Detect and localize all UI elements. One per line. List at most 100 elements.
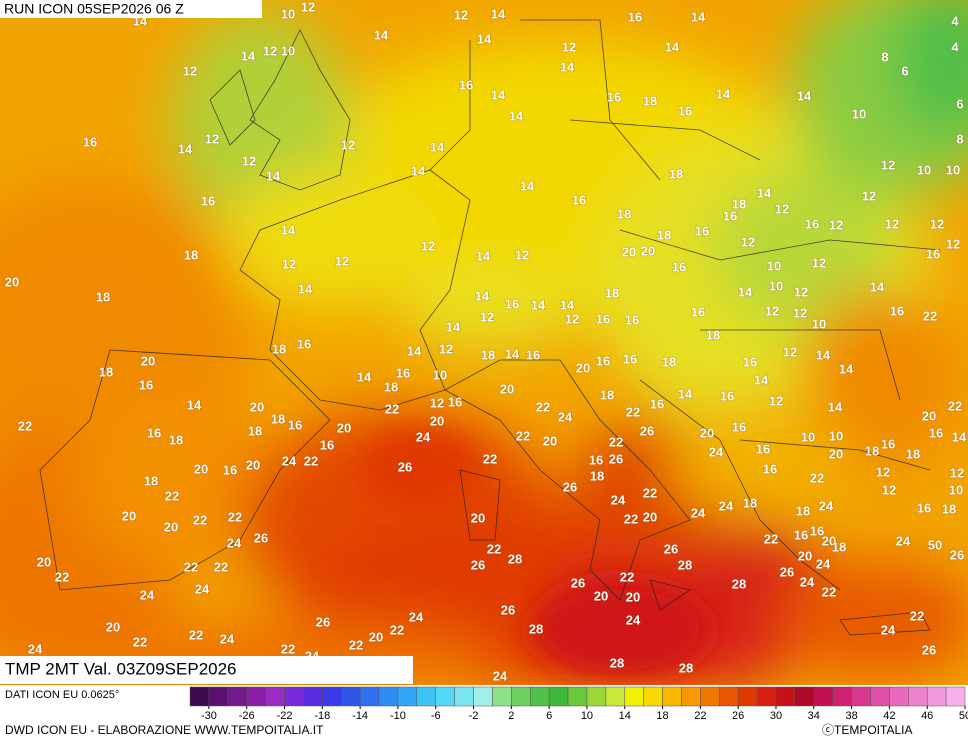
temperature-label: 16	[881, 436, 895, 451]
temperature-label: 16	[732, 419, 746, 434]
temperature-label: 10	[852, 106, 866, 121]
colorbar-tick-label: 38	[845, 710, 857, 722]
temperature-label: 16	[672, 259, 686, 274]
temperature-label: 14	[678, 386, 693, 401]
colorbar-cell	[208, 686, 229, 707]
temperature-label: 14	[757, 185, 772, 200]
temperature-label: 20	[643, 509, 657, 524]
temperature-label: 16	[720, 388, 734, 403]
temperature-label: 14	[520, 178, 535, 193]
temperature-label: 8	[956, 131, 963, 146]
temperature-label: 24	[140, 587, 155, 602]
temperature-label: 16	[526, 347, 540, 362]
temperature-label: 24	[800, 574, 815, 589]
temperature-label: 18	[796, 503, 810, 518]
temperature-label: 22	[536, 399, 550, 414]
temperature-label: 14	[870, 279, 885, 294]
temperature-label: 14	[357, 369, 372, 384]
temperature-label: 18	[248, 423, 262, 438]
temperature-label: 16	[805, 216, 819, 231]
temperature-label: 16	[756, 441, 770, 456]
temperature-label: 16	[396, 365, 410, 380]
colorbar-tick-label: -26	[239, 710, 255, 722]
colorbar-cell	[435, 686, 455, 707]
temperature-label: 28	[732, 576, 746, 591]
temperature-label: 12	[454, 7, 468, 22]
temperature-label: 12	[430, 395, 444, 410]
temperature-label: 22	[923, 308, 937, 323]
colorbar-tick-label: 30	[770, 710, 782, 722]
temperature-label: 26	[640, 423, 654, 438]
temperature-label: 16	[890, 303, 904, 318]
temperature-label: 10	[949, 482, 963, 497]
colorbar-cell	[832, 686, 852, 707]
temperature-label: 12	[205, 131, 219, 146]
temperature-label: 20	[922, 408, 936, 423]
colorbar-cell	[624, 686, 644, 707]
temperature-label: 22	[184, 559, 198, 574]
temperature-label: 14	[754, 372, 769, 387]
temperature-label: 10	[812, 316, 826, 331]
colorbar-cell	[945, 686, 966, 707]
temperature-label: 16	[596, 311, 610, 326]
colorbar-cell	[794, 686, 815, 707]
temperature-label: 24	[691, 505, 706, 520]
colorbar-tick-label: -14	[352, 710, 368, 722]
temperature-label: 26	[609, 451, 623, 466]
temperature-label: 18	[600, 387, 614, 402]
colorbar-cell	[265, 686, 285, 707]
temperature-label: 20	[641, 243, 655, 258]
colorbar-tick-label: 34	[808, 710, 820, 722]
temperature-label: 18	[662, 354, 676, 369]
colorbar-cell	[662, 686, 682, 707]
temperature-label: 16	[623, 351, 637, 366]
colorbar-tick-label: 26	[732, 710, 744, 722]
temperature-label: 22	[810, 470, 824, 485]
temperature-label: 12	[335, 253, 349, 268]
temperature-label: 26	[254, 530, 268, 545]
temperature-label: 28	[679, 660, 693, 675]
temperature-label: 12	[783, 344, 797, 359]
temperature-field	[0, 0, 968, 700]
temperature-label: 14	[374, 27, 389, 42]
temperature-label: 24	[493, 668, 508, 683]
temperature-label: 22	[620, 569, 634, 584]
temperature-label: 20	[164, 519, 178, 534]
temperature-label: 14	[477, 31, 492, 46]
temperature-label: 16	[926, 246, 940, 261]
temperature-label: 22	[281, 641, 295, 656]
colorbar-tick-label: 50	[959, 710, 968, 722]
temperature-label: 20	[700, 425, 714, 440]
temperature-label: 16	[794, 527, 808, 542]
colorbar-cell	[586, 686, 607, 707]
colorbar-tick-label: -30	[201, 710, 217, 722]
temperature-label: 22	[516, 428, 530, 443]
colorbar-tick-label: 14	[619, 710, 631, 722]
temperature-label: 14	[178, 141, 193, 156]
temperature-label: 18	[865, 443, 879, 458]
temperature-label: 18	[99, 364, 113, 379]
temperature-label: 14	[475, 288, 490, 303]
temperature-label: 26	[571, 575, 585, 590]
temperature-label: 10	[946, 162, 960, 177]
temperature-label: 10	[767, 258, 781, 273]
temperature-label: 18	[643, 93, 657, 108]
temperature-label: 12	[515, 247, 529, 262]
temperature-label: 14	[491, 6, 506, 21]
colorbar-cell	[605, 686, 626, 707]
temperature-label: 16	[723, 208, 737, 223]
colorbar-cell	[189, 686, 210, 707]
temperature-label: 14	[509, 108, 524, 123]
borders	[39, 19, 941, 636]
colorbar-cell	[889, 686, 909, 707]
temperature-label: 26	[398, 459, 412, 474]
temperature-label: 18	[617, 206, 631, 221]
temperature-label: 20	[500, 381, 514, 396]
temperature-label: 22	[764, 531, 778, 546]
temperature-label: 22	[133, 634, 147, 649]
temperature-label: 18	[590, 468, 604, 483]
temperature-label: 16	[625, 312, 639, 327]
colorbar-cell	[246, 686, 266, 707]
colorbar-tick-label: 6	[546, 710, 552, 722]
colorbar-cell	[775, 686, 796, 707]
